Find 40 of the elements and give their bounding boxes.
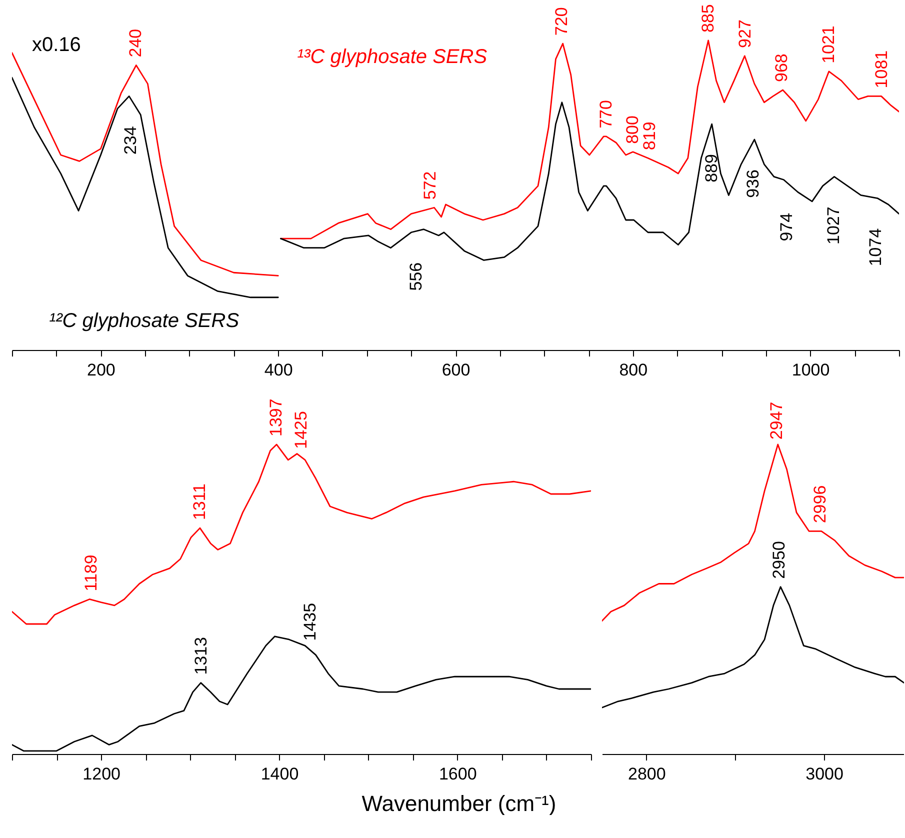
- annotation: 2996: [810, 485, 830, 524]
- annotation: 1027: [824, 206, 844, 244]
- x-tick-label: 400: [264, 360, 293, 380]
- annotation: 1081: [872, 50, 892, 88]
- annotation: 240: [126, 28, 146, 58]
- annotation: 1397: [266, 398, 286, 436]
- annotation: 720: [552, 7, 571, 36]
- annotation: 927: [736, 20, 755, 48]
- x-tick-label: 1400: [260, 764, 299, 784]
- x-tick-label: 200: [87, 360, 116, 380]
- annotation: 1425: [292, 411, 310, 449]
- annotation: 885: [698, 4, 718, 32]
- x-tick-label: 3000: [806, 764, 844, 784]
- annotation: 1435: [300, 602, 320, 641]
- annotation: x0.16: [32, 34, 81, 56]
- annotation: 974: [777, 212, 796, 242]
- annotation: 1021: [818, 26, 838, 64]
- annotation: 1313: [192, 636, 211, 675]
- annotation: 819: [640, 122, 659, 150]
- annotation: 889: [702, 154, 721, 182]
- annotation: 556: [406, 262, 426, 291]
- annotation: 770: [596, 100, 616, 128]
- annotation: 1074: [866, 228, 885, 266]
- text: ¹³C glyphosate SERS: [296, 46, 488, 68]
- x-tick-label: 1200: [82, 764, 120, 784]
- annotation: 2947: [766, 402, 786, 440]
- x-tick-label: 1600: [438, 764, 477, 784]
- annotation: 234: [120, 126, 140, 155]
- annotation: 936: [744, 170, 763, 198]
- x-tick-label: 600: [442, 360, 470, 380]
- annotation: 2950: [770, 541, 789, 579]
- annotation: 1311: [190, 483, 209, 520]
- x-tick-label: 1000: [792, 360, 830, 380]
- annotation: 572: [420, 171, 440, 200]
- series-label: ¹²C glyphosate SERS: [48, 310, 240, 332]
- annotation: 800: [622, 116, 642, 144]
- x-tick-label: 800: [619, 360, 648, 380]
- annotation: 968: [772, 54, 791, 82]
- annotation: 1189: [81, 554, 100, 592]
- x-tick-label: 2800: [628, 764, 666, 784]
